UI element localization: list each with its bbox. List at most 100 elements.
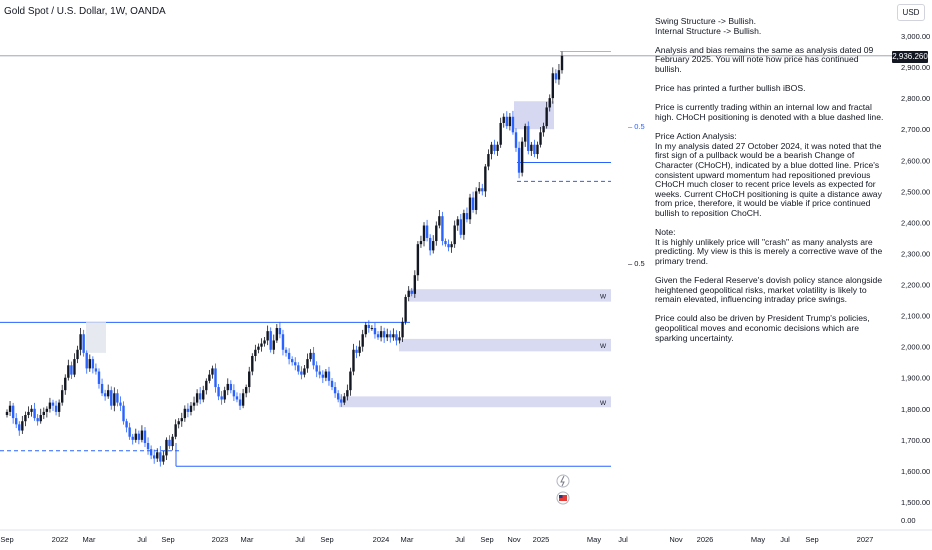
candle <box>379 331 383 338</box>
analysis-paragraph: Price Action Analysis: In my analysis da… <box>655 131 882 218</box>
price-tick-label: 2,500.00 <box>901 187 930 196</box>
candle <box>321 374 325 378</box>
candle <box>82 334 85 353</box>
analysis-paragraph: Price could also be driven by President … <box>655 313 870 343</box>
candle <box>493 144 496 151</box>
candle <box>113 393 116 406</box>
analysis-paragraph: Swing Structure -> Bullish. Internal Str… <box>655 16 762 36</box>
candle <box>382 331 386 338</box>
candle <box>54 405 58 412</box>
candle <box>554 73 558 80</box>
candle <box>67 365 70 378</box>
candle <box>373 328 377 335</box>
candle <box>294 362 297 366</box>
candle <box>254 349 257 356</box>
candle <box>8 405 12 412</box>
lightning-icon[interactable] <box>556 474 570 488</box>
candle <box>171 436 174 447</box>
time-tick-label: Jul <box>780 535 790 544</box>
candle <box>527 126 530 151</box>
time-axis[interactable]: Sep 2022 Mar Jul Sep 2023 Mar Jul Sep 2024 Mar Jul S… <box>0 529 932 544</box>
time-tick-label: Nov <box>507 535 521 544</box>
candle <box>306 359 309 369</box>
price-axis[interactable]: 3,000.00 2,900.00 2,800.00 2,700.00 2,600.00… <box>901 32 930 525</box>
fib-label: – 0.5 <box>628 259 645 268</box>
candle <box>260 343 263 347</box>
analysis-paragraph: Price is currently trading within an int… <box>655 102 884 122</box>
candle <box>284 349 288 353</box>
candle <box>180 418 183 422</box>
candle <box>333 387 337 394</box>
candle <box>290 359 294 363</box>
candle <box>517 147 521 173</box>
candle <box>432 241 435 251</box>
price-tick-label: 2,900.00 <box>901 63 930 72</box>
candle <box>177 421 180 425</box>
candle <box>100 383 104 394</box>
candle <box>88 359 91 369</box>
time-tick-label: May <box>587 535 601 544</box>
time-tick-label: Sep <box>805 535 818 544</box>
time-tick-label: Sep <box>320 535 333 544</box>
candle <box>330 380 334 388</box>
candle <box>484 166 487 192</box>
time-tick-label: Jul <box>295 535 305 544</box>
time-tick-label: Sep <box>161 535 174 544</box>
candle <box>103 393 107 397</box>
candle <box>478 188 481 192</box>
candle <box>324 371 328 378</box>
currency-selector[interactable]: USD <box>897 4 925 21</box>
price-tick-label: 2,400.00 <box>901 218 930 227</box>
candle <box>441 216 444 242</box>
candle <box>462 213 466 235</box>
time-tick-label: Sep <box>480 535 493 544</box>
candle <box>226 383 229 391</box>
candle <box>119 402 122 406</box>
candle <box>281 334 285 350</box>
time-tick-label: 2026 <box>697 535 714 544</box>
candle <box>24 415 27 422</box>
candle <box>195 393 199 403</box>
candle <box>189 405 193 412</box>
candle <box>395 334 398 341</box>
candle <box>560 55 564 71</box>
candle <box>39 415 42 422</box>
candle <box>407 290 410 297</box>
time-tick-label: 2023 <box>212 535 229 544</box>
price-tick-label: 0.00 <box>901 516 916 525</box>
candle <box>134 433 137 440</box>
candle <box>146 442 150 450</box>
candle <box>36 418 39 422</box>
candle <box>217 387 220 397</box>
demand-zone <box>409 289 611 302</box>
candle <box>143 430 147 443</box>
candle <box>349 371 352 391</box>
price-tick-label: 2,800.00 <box>901 94 930 103</box>
candle <box>300 371 303 375</box>
candle <box>278 328 282 335</box>
candle <box>235 396 239 400</box>
zone-label: W <box>600 293 607 300</box>
candle <box>364 324 367 335</box>
price-tick-label: 2,700.00 <box>901 125 930 134</box>
candle <box>545 107 548 127</box>
candle <box>450 244 453 248</box>
candle <box>183 408 187 419</box>
candle <box>297 365 300 372</box>
candle <box>428 237 432 251</box>
candle <box>14 418 18 425</box>
analysis-paragraph: Analysis and bias remains the same as an… <box>655 44 874 74</box>
candle <box>303 368 306 375</box>
candle <box>346 390 349 397</box>
candle <box>505 116 509 127</box>
candle <box>57 402 61 412</box>
chart-title: Gold Spot / U.S. Dollar, 1W, OANDA <box>4 6 166 17</box>
time-tick-label: May <box>751 535 765 544</box>
candles <box>5 51 564 467</box>
chart-overlay-icons[interactable] <box>556 474 570 505</box>
candle <box>336 393 340 400</box>
candle <box>471 197 475 210</box>
candle <box>358 346 361 353</box>
candle <box>232 390 236 397</box>
